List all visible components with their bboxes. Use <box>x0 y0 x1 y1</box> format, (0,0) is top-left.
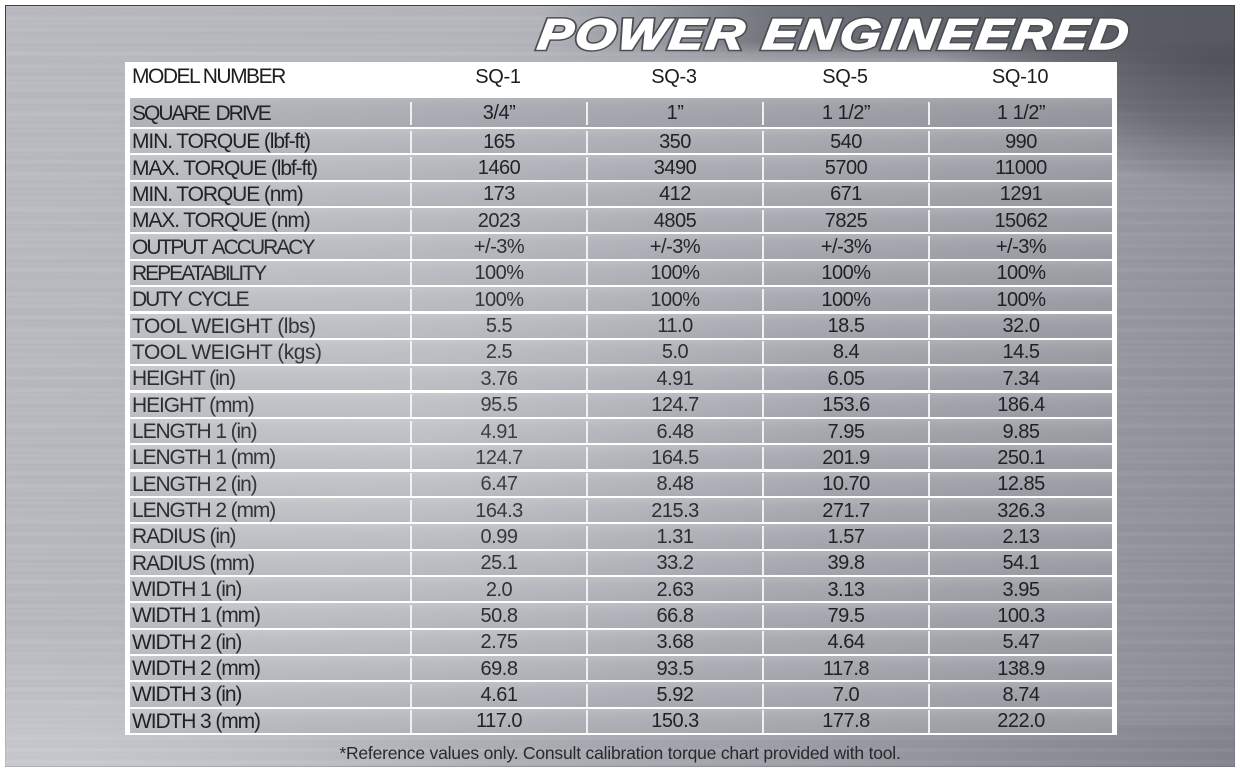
svg-text:POWER ENGINEERED: POWER ENGINEERED <box>535 11 1134 56</box>
svg-text:POWER ENGINEERED: POWER ENGINEERED <box>535 11 1134 56</box>
